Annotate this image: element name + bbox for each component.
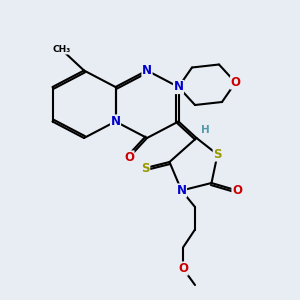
Text: N: N bbox=[142, 64, 152, 77]
Text: N: N bbox=[173, 80, 184, 94]
Text: H: H bbox=[201, 124, 210, 135]
Text: S: S bbox=[213, 148, 222, 161]
Text: S: S bbox=[141, 161, 150, 175]
Text: N: N bbox=[176, 184, 187, 197]
Text: O: O bbox=[232, 184, 242, 197]
Text: O: O bbox=[230, 76, 241, 89]
Text: N: N bbox=[110, 115, 121, 128]
Text: O: O bbox=[124, 151, 134, 164]
Text: O: O bbox=[178, 262, 188, 275]
Text: CH₃: CH₃ bbox=[52, 45, 70, 54]
